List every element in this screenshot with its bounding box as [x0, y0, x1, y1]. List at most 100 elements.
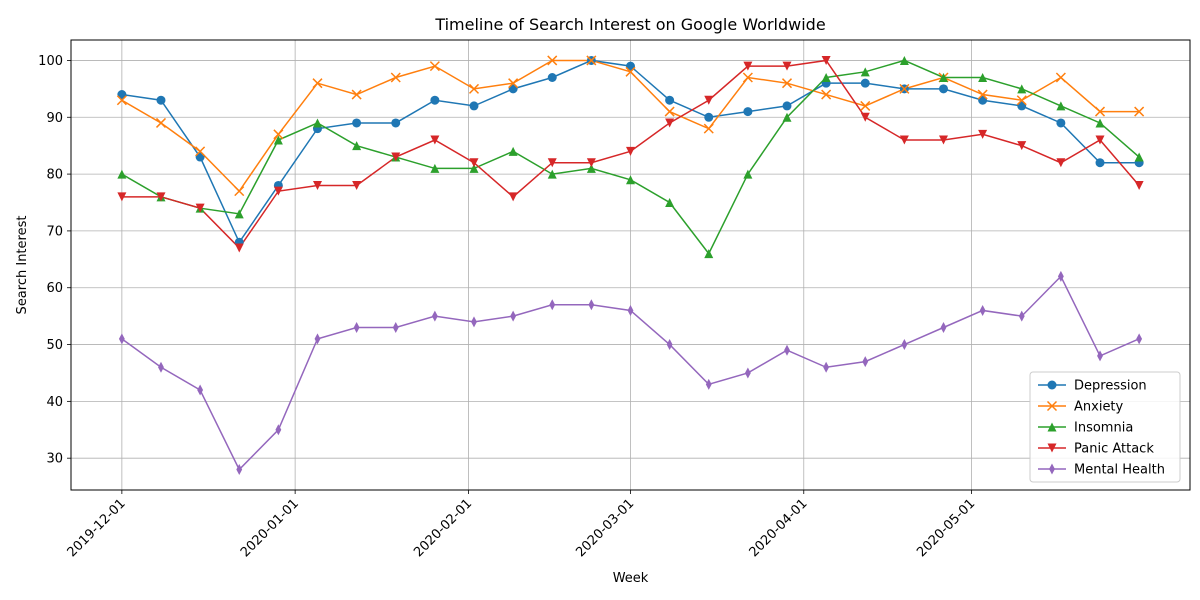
- data-point-mental-health: [627, 304, 634, 316]
- data-point-mental-health: [588, 299, 595, 311]
- data-point-anxiety: [1134, 106, 1145, 117]
- data-point-panic-attack: [508, 192, 518, 202]
- data-point-mental-health: [197, 384, 204, 396]
- data-point-anxiety: [1055, 72, 1066, 83]
- data-point-panic-attack: [156, 192, 166, 202]
- data-point-depression: [939, 84, 949, 94]
- data-point-depression: [508, 84, 518, 94]
- legend-box: [1029, 371, 1181, 483]
- data-point-insomnia: [234, 209, 244, 219]
- data-point-anxiety: [977, 89, 988, 100]
- legend-marker-panic-attack: [1047, 443, 1057, 453]
- legend-label-anxiety: Anxiety: [1074, 400, 1124, 415]
- data-point-anxiety: [586, 55, 597, 66]
- data-point-insomnia: [352, 141, 362, 151]
- data-point-panic-attack: [391, 152, 401, 162]
- data-point-mental-health: [1018, 310, 1025, 322]
- data-point-anxiety: [390, 72, 401, 83]
- data-point-depression: [665, 95, 675, 105]
- legend-marker-anxiety: [1046, 400, 1058, 412]
- legend: Depression Anxiety Insomnia Panic Attack Men…: [1029, 371, 1181, 483]
- legend-marker-insomnia: [1047, 422, 1057, 432]
- data-point-depression: [743, 107, 753, 117]
- axes: 30 40 50 60 70 80 90 100 2019-12-01 2020-01-01 202…: [38, 54, 978, 560]
- x-tick-label: 2020-01-01: [238, 496, 302, 560]
- data-point-depression: [1095, 158, 1105, 168]
- data-point-mental-health: [275, 424, 282, 436]
- legend-label-panic-attack: Panic Attack: [1074, 442, 1154, 457]
- data-point-mental-health: [862, 356, 869, 368]
- data-point-anxiety: [821, 89, 832, 100]
- data-point-depression: [860, 78, 870, 88]
- data-point-insomnia: [273, 135, 283, 145]
- data-point-panic-attack: [312, 180, 322, 190]
- data-point-depression: [117, 90, 127, 100]
- data-point-mental-health: [118, 333, 125, 345]
- data-point-mental-health: [784, 344, 790, 356]
- data-point-mental-health: [705, 378, 712, 390]
- data-point-depression: [430, 95, 440, 105]
- data-point-panic-attack: [704, 95, 714, 105]
- x-tick-label: 2020-02-01: [411, 496, 475, 560]
- y-tick-label: 40: [46, 395, 63, 410]
- data-point-insomnia: [821, 73, 831, 82]
- data-point-anxiety: [742, 72, 753, 83]
- data-point-mental-health: [431, 310, 438, 322]
- data-point-mental-health: [901, 339, 908, 351]
- data-point-anxiety: [899, 83, 910, 94]
- data-point-depression: [1017, 101, 1027, 111]
- data-point-depression: [978, 95, 988, 105]
- data-point-depression: [704, 112, 714, 122]
- data-point-panic-attack: [352, 180, 362, 190]
- data-point-panic-attack: [939, 135, 949, 145]
- data-point-panic-attack: [586, 158, 596, 168]
- data-point-depression: [547, 73, 557, 82]
- legend-label-depression: Depression: [1074, 379, 1147, 394]
- data-point-mental-health: [940, 322, 947, 333]
- data-point-panic-attack: [626, 146, 635, 156]
- x-tick-label: 2019-12-01: [65, 496, 129, 560]
- x-tick-label: 2020-04-01: [747, 496, 811, 560]
- data-point-panic-attack: [1134, 180, 1144, 190]
- data-point-panic-attack: [195, 203, 205, 213]
- data-point-insomnia: [782, 112, 792, 122]
- data-point-panic-attack: [665, 118, 675, 128]
- data-point-mental-health: [236, 464, 243, 476]
- data-point-insomnia: [978, 73, 988, 82]
- data-point-insomnia: [939, 73, 949, 82]
- data-point-panic-attack: [1017, 141, 1027, 151]
- data-point-anxiety: [508, 78, 519, 89]
- data-point-panic-attack: [821, 55, 831, 65]
- x-tick-label: 2020-03-01: [573, 496, 637, 560]
- data-point-insomnia: [626, 175, 635, 185]
- data-point-anxiety: [234, 186, 245, 197]
- data-point-anxiety: [468, 83, 480, 94]
- data-point-anxiety: [1016, 95, 1027, 106]
- y-tick-label: 80: [46, 168, 63, 183]
- grid: [71, 40, 1190, 490]
- data-point-mental-health: [979, 304, 986, 316]
- data-point-anxiety: [273, 129, 284, 140]
- y-tick-label: 50: [46, 338, 63, 353]
- data-point-insomnia: [586, 163, 596, 173]
- data-point-depression: [352, 118, 362, 128]
- y-tick-label: 100: [38, 54, 63, 69]
- data-point-panic-attack: [860, 112, 870, 122]
- data-point-mental-health: [392, 322, 399, 333]
- data-point-panic-attack: [430, 135, 440, 145]
- data-point-anxiety: [547, 55, 558, 66]
- data-point-anxiety: [664, 106, 675, 117]
- data-point-depression: [469, 101, 479, 111]
- data-point-mental-health: [510, 310, 517, 322]
- y-tick-label: 70: [46, 224, 63, 239]
- data-point-panic-attack: [1095, 135, 1105, 145]
- data-point-panic-attack: [782, 61, 792, 71]
- data-point-anxiety: [860, 100, 871, 111]
- data-point-panic-attack: [899, 135, 909, 145]
- data-point-mental-health: [744, 367, 751, 379]
- data-point-depression: [782, 101, 792, 111]
- data-point-depression: [391, 118, 401, 128]
- data-point-mental-health: [353, 322, 360, 333]
- data-point-insomnia: [665, 198, 675, 207]
- data-point-panic-attack: [547, 158, 557, 168]
